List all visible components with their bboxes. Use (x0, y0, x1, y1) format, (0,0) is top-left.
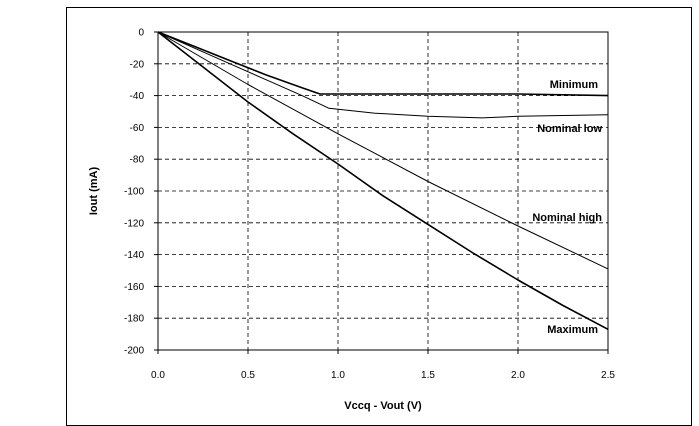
series-label-maximum: Maximum (547, 324, 598, 336)
series-labels: Minimum Nominal low Nominal high Maximum (532, 79, 602, 336)
series-line-nominal-low (157, 31, 609, 119)
y-tick-label: -180 (124, 314, 144, 325)
x-tick-label: 2.5 (601, 370, 615, 381)
y-tick-labels: 0 -20 -40 -60 -80 -100 -120 -140 -160 -180 -200 (124, 28, 144, 357)
y-axis-label: Iout (mA) (88, 167, 100, 216)
x-tick-labels: 0.0 0.5 1.0 1.5 2.0 2.5 (151, 370, 615, 381)
series-line-nominal-high (157, 31, 609, 270)
x-tick-label: 0.5 (241, 370, 255, 381)
x-tick-label: 1.5 (421, 370, 435, 381)
y-tick-label: -140 (124, 250, 144, 261)
series-label-nominal-high: Nominal high (532, 212, 602, 224)
y-tick-label: -40 (130, 91, 145, 102)
y-tick-label: -20 (130, 59, 145, 70)
series-line-minimum (157, 31, 609, 97)
plot-box (157, 31, 609, 351)
series-label-nominal-low: Nominal low (537, 123, 602, 135)
axes (154, 31, 609, 354)
series-line-maximum (157, 31, 609, 331)
x-tick-label: 1.0 (331, 370, 345, 381)
y-tick-label: -160 (124, 282, 144, 293)
grid-lines (158, 32, 608, 350)
y-tick-label: -60 (130, 123, 145, 134)
plot-area: Minimum Nominal low Nominal high Maximum (154, 31, 609, 354)
series-label-minimum: Minimum (550, 79, 598, 91)
y-tick-label: -120 (124, 218, 144, 229)
y-tick-label: -80 (130, 155, 145, 166)
x-axis-label: Vccq - Vout (V) (344, 400, 422, 412)
x-tick-label: 2.0 (511, 370, 525, 381)
y-tick-label: -100 (124, 187, 144, 198)
y-tick-label: 0 (138, 28, 144, 39)
y-tick-label: -200 (124, 346, 144, 357)
series-lines (157, 31, 609, 331)
x-tick-label: 0.0 (151, 370, 165, 381)
